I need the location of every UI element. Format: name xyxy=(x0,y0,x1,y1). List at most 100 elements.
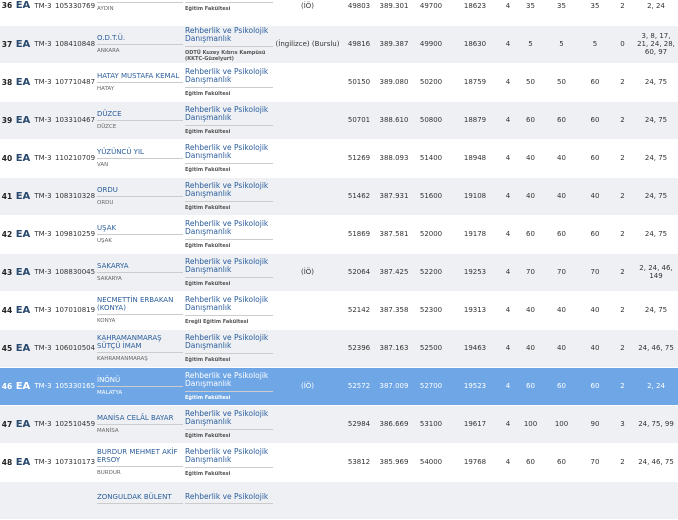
value-cell: 50 xyxy=(544,63,579,102)
program-name[interactable]: Rehberlik ve Psikolojik Danışmanlık xyxy=(185,219,273,240)
program-name[interactable]: Rehberlik ve Psikolojik Danışmanlık xyxy=(185,295,273,316)
value-cell: 4 xyxy=(499,329,517,368)
value-cell: 387.358 xyxy=(377,291,411,330)
faculty: Ereğli Eğitim Fakültesi xyxy=(185,318,249,325)
program-code-cell: 108310328 xyxy=(54,177,96,216)
value-cell: 51269 xyxy=(341,139,377,178)
university-name[interactable]: MANİSA CELÂL BAYAR xyxy=(97,414,183,425)
university-name[interactable]: SAKARYA xyxy=(97,262,183,273)
value: 49900 xyxy=(419,40,443,48)
program-name[interactable]: Rehberlik ve Psikolojik Danışmanlık xyxy=(185,143,273,164)
score-type-cell: EA xyxy=(14,25,32,64)
city: ANKARA xyxy=(97,48,120,54)
value-cell: 52142 xyxy=(341,291,377,330)
value-cell: 60 xyxy=(579,215,611,254)
value: 60 xyxy=(526,382,535,390)
score-type: EA xyxy=(15,304,31,316)
value-cell: 2 xyxy=(611,291,634,330)
program-code: 107310173 xyxy=(55,458,96,466)
program-note-cell: (İÖ) xyxy=(274,0,341,26)
value: 388.093 xyxy=(379,154,409,162)
value: 387.163 xyxy=(379,344,409,352)
program-code-cell: 107310173 xyxy=(54,443,96,482)
program-code: 102510459 xyxy=(55,420,96,428)
value: 4 xyxy=(505,268,511,276)
quota-type: TM-3 xyxy=(34,344,52,352)
program-name[interactable]: Rehberlik ve Psikolojik Danışmanlık xyxy=(185,409,273,430)
program-cell: Rehberlik ve Psikolojik Danışmanlık Eğiti… xyxy=(184,139,274,178)
university-name[interactable]: YÜZÜNCÜ YIL xyxy=(97,148,183,159)
row-number: 38 xyxy=(1,77,13,87)
quota-type: TM-3 xyxy=(34,230,52,238)
city: MANİSA xyxy=(97,428,119,434)
program-cell: Rehberlik ve Psikolojik Danışmanlık Eğiti… xyxy=(184,101,274,140)
quota-type: TM-3 xyxy=(34,268,52,276)
program-name[interactable]: Rehberlik ve Psikolojik Danışmanlık xyxy=(185,181,273,202)
value: 4 xyxy=(505,420,511,428)
value-cell: 24, 75 xyxy=(634,139,678,178)
program-name[interactable]: Rehberlik ve Psikolojik Danışmanlık xyxy=(185,371,273,392)
score-type: EA xyxy=(15,76,31,88)
university-name[interactable] xyxy=(97,0,183,3)
value: 2 xyxy=(620,458,625,466)
value: 60 xyxy=(590,382,600,390)
score-type-cell: EA xyxy=(14,329,32,368)
university-name[interactable]: UŞAK xyxy=(97,224,183,235)
value: 2 xyxy=(620,268,625,276)
value-cell: 19463 xyxy=(451,329,499,368)
value-cell: 5 xyxy=(517,25,544,64)
university-name[interactable]: İNÖNÜ xyxy=(97,376,183,387)
program-note-cell: (İÖ) xyxy=(274,367,341,406)
value: 70 xyxy=(557,268,566,276)
university-name[interactable]: ORDU xyxy=(97,186,183,197)
row-number-cell: 46 xyxy=(0,367,14,406)
program-name[interactable]: Rehberlik ve Psikolojik xyxy=(185,492,273,505)
score-type: EA xyxy=(15,0,31,12)
program-name[interactable]: Rehberlik ve Psikolojik Danışmanlık xyxy=(185,257,273,278)
value-cell: 51600 xyxy=(411,177,451,216)
program-name[interactable]: Rehberlik ve Psikolojik Danışmanlık xyxy=(185,447,273,468)
university-cell: ORDU ORDU xyxy=(96,177,184,216)
program-name[interactable]: Rehberlik ve Psikolojik Danışmanlık xyxy=(185,333,273,354)
score-type: EA xyxy=(15,380,31,392)
value: 387.009 xyxy=(379,382,409,390)
table-row: 41 EA TM-3 108310328 ORDU ORDU Rehberlik ve Ps… xyxy=(0,177,678,216)
value: 389.387 xyxy=(379,40,409,48)
value: 52000 xyxy=(419,230,443,238)
program-name[interactable]: Rehberlik ve Psikolojik Danışmanlık xyxy=(185,67,273,88)
table-row: 40 EA TM-3 110210709 YÜZÜNCÜ YIL VAN Rehberlik… xyxy=(0,139,678,178)
value-cell: 53812 xyxy=(341,443,377,482)
value: 3, 8, 17, 21, 24, 28, 60, 97 xyxy=(637,32,675,56)
value-cell: 4 xyxy=(499,367,517,406)
value-cell: 70 xyxy=(579,253,611,292)
program-name[interactable] xyxy=(185,0,273,3)
value: 49803 xyxy=(347,1,371,10)
value-cell: 40 xyxy=(544,329,579,368)
value: 4 xyxy=(505,382,511,390)
value-cell: 70 xyxy=(544,253,579,292)
university-name[interactable]: O.D.T.Ü. xyxy=(97,34,183,45)
city: AYDIN xyxy=(97,5,114,12)
value-cell: 49803 xyxy=(341,0,377,26)
program-name[interactable]: Rehberlik ve Psikolojik Danışmanlık xyxy=(185,105,273,126)
value: 19768 xyxy=(463,458,487,466)
value: 40 xyxy=(526,344,535,352)
university-name[interactable]: HATAY MUSTAFA KEMAL xyxy=(97,72,183,83)
university-name[interactable]: ZONGULDAK BÜLENT xyxy=(97,493,183,504)
university-cell: BURDUR MEHMET AKİF ERSOY BURDUR xyxy=(96,443,184,482)
value: 19253 xyxy=(463,268,487,276)
value: 35 xyxy=(557,1,566,10)
university-name[interactable]: NECMETTİN ERBAKAN (KONYA) xyxy=(97,296,183,315)
value: 24, 75 xyxy=(644,154,668,162)
value: 60 xyxy=(590,116,600,124)
program-name[interactable]: Rehberlik ve Psikolojik Danışmanlık xyxy=(185,26,273,47)
quota-type-cell: TM-3 xyxy=(32,291,54,330)
value: 5 xyxy=(592,40,598,48)
university-name[interactable]: DÜZCE xyxy=(97,110,183,121)
row-number-cell: 43 xyxy=(0,253,14,292)
value-cell: 24, 75 xyxy=(634,215,678,254)
university-name[interactable]: BURDUR MEHMET AKİF ERSOY xyxy=(97,448,183,467)
value-cell: 18879 xyxy=(451,101,499,140)
program-note: (İngilizce) (Burslu) xyxy=(275,40,340,48)
university-name[interactable]: KAHRAMANMARAŞ SÜTÇÜ İMAM xyxy=(97,334,183,353)
